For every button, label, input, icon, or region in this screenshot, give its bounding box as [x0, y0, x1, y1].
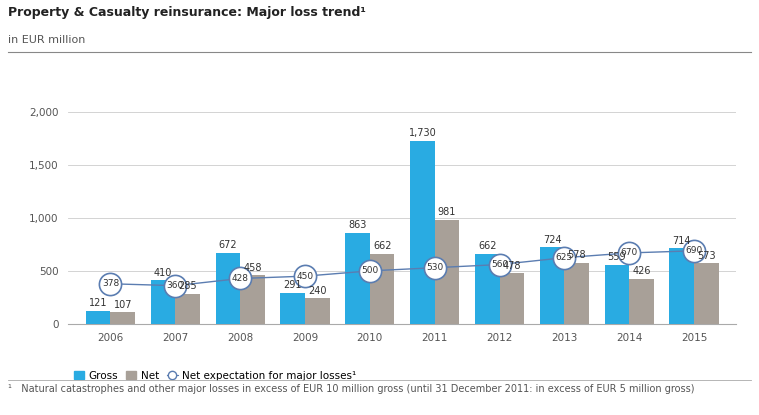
Bar [86, 311, 111, 324]
Bar [305, 298, 329, 324]
Text: 662: 662 [478, 241, 496, 251]
Text: 714: 714 [672, 236, 691, 246]
Bar [111, 312, 135, 324]
Text: 724: 724 [543, 234, 562, 244]
Legend: Gross, Net, Net expectation for major losses¹: Gross, Net, Net expectation for major lo… [74, 371, 356, 381]
Text: 426: 426 [632, 266, 650, 276]
Text: 285: 285 [178, 281, 197, 291]
Bar [435, 220, 459, 324]
Bar [694, 263, 719, 324]
Text: 410: 410 [154, 268, 172, 278]
Text: 478: 478 [502, 261, 521, 271]
Text: 428: 428 [231, 274, 249, 283]
Bar [370, 254, 395, 324]
Text: 559: 559 [608, 252, 626, 262]
Text: 500: 500 [361, 266, 379, 276]
Text: 530: 530 [426, 263, 443, 272]
Text: in EUR million: in EUR million [8, 35, 85, 45]
Text: 360: 360 [167, 281, 184, 290]
Bar [240, 275, 265, 324]
Bar [565, 263, 589, 324]
Bar [216, 253, 240, 324]
Text: 458: 458 [243, 263, 262, 273]
Bar [540, 247, 565, 324]
Text: 240: 240 [308, 286, 326, 296]
Text: 1,730: 1,730 [408, 128, 436, 138]
Text: 672: 672 [219, 240, 237, 250]
Text: 662: 662 [373, 241, 392, 251]
Text: Property & Casualty reinsurance: Major loss trend¹: Property & Casualty reinsurance: Major l… [8, 6, 366, 19]
Text: 573: 573 [697, 251, 716, 261]
Text: 450: 450 [297, 272, 313, 281]
Text: 670: 670 [621, 249, 638, 257]
Text: 121: 121 [89, 298, 107, 308]
Text: 291: 291 [283, 280, 302, 290]
Bar [280, 293, 305, 324]
Bar [345, 232, 370, 324]
Bar [499, 273, 524, 324]
Bar [629, 279, 653, 324]
Bar [605, 265, 629, 324]
Bar [175, 293, 200, 324]
Text: ¹   Natural catastrophes and other major losses in excess of EUR 10 million gros: ¹ Natural catastrophes and other major l… [8, 384, 694, 394]
Text: 378: 378 [102, 279, 119, 288]
Text: 863: 863 [348, 220, 367, 230]
Text: 107: 107 [114, 300, 132, 310]
Text: 981: 981 [438, 208, 456, 217]
Text: 578: 578 [568, 250, 586, 260]
Bar [410, 141, 435, 324]
Bar [151, 281, 175, 324]
Text: 690: 690 [685, 247, 703, 255]
Bar [475, 254, 499, 324]
Bar [669, 248, 694, 324]
Text: 560: 560 [491, 260, 509, 269]
Text: 625: 625 [556, 253, 573, 262]
